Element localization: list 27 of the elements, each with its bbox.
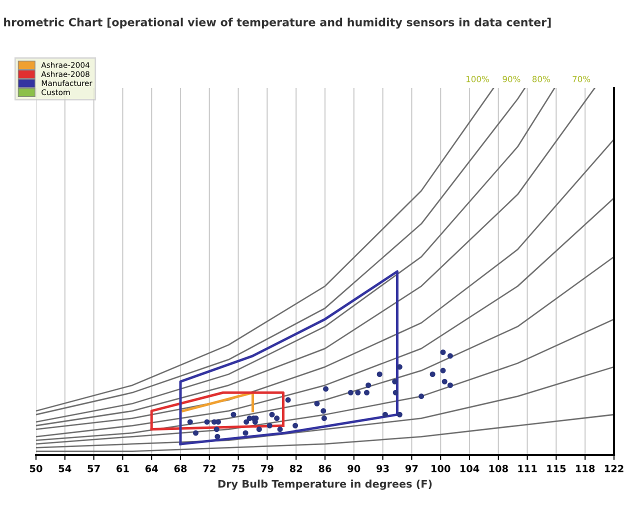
x-tick-label: 86 <box>318 464 332 472</box>
x-tick-label: 57 <box>88 465 100 472</box>
x-axis-title: Dry Bulb Temperature in degrees (F) <box>218 480 432 490</box>
x-tick-label: 79 <box>261 464 274 472</box>
x-tick-label: 97 <box>405 464 418 472</box>
x-tick-label: 64 <box>145 464 158 472</box>
annotation: 80% <box>532 76 550 82</box>
x-tick-label: 93 <box>376 464 389 472</box>
x-tick-label: 50 <box>30 464 42 472</box>
x-tick-label: 61 <box>116 464 129 472</box>
x-tick-label: 115 <box>547 465 566 472</box>
x-tick-label: 68 <box>174 464 187 472</box>
x-tick-label: 122 <box>604 464 624 472</box>
annotation: 70% <box>572 76 590 82</box>
x-tick-label: 90 <box>348 464 360 472</box>
x-tick-label: 82 <box>290 464 302 472</box>
annotation: 90% <box>502 76 520 82</box>
x-tick-label: 72 <box>203 464 216 472</box>
x-tick-label: 118 <box>576 464 595 472</box>
x-tick-label: 104 <box>460 464 480 472</box>
x-tick-label: 111 <box>518 465 537 472</box>
annotation: 100% <box>466 76 489 82</box>
x-tick-label: 108 <box>489 464 508 472</box>
chart-title: hrometric Chart [operational view of temperature and humidity sensors in data center] <box>4 18 551 29</box>
x-tick-label: 100 <box>432 464 450 472</box>
x-tick-label: 54 <box>58 465 72 472</box>
x-tick-label: 75 <box>232 465 244 472</box>
